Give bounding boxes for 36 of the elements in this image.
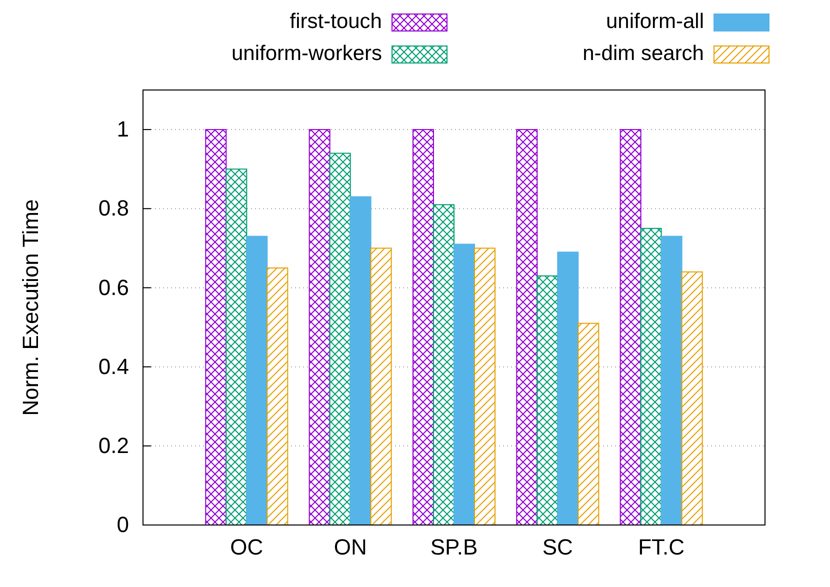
- legend-label: n-dim search: [582, 42, 704, 65]
- bar: [536, 275, 558, 526]
- legend-label: uniform-all: [606, 10, 704, 33]
- bar: [412, 129, 434, 526]
- x-tick-label: SC: [542, 534, 574, 560]
- bar: [266, 267, 288, 526]
- bar: [454, 244, 475, 526]
- legend-label: first-touch: [290, 10, 382, 33]
- bar: [474, 248, 496, 526]
- bar: [205, 129, 227, 526]
- bar: [640, 228, 662, 526]
- bar: [578, 322, 600, 526]
- y-tick-label: 1: [116, 116, 129, 142]
- y-tick-label: 0.4: [98, 354, 129, 379]
- legend-label: uniform-workers: [231, 42, 382, 65]
- bar: [660, 236, 682, 526]
- bar: [620, 129, 642, 526]
- bar: [557, 252, 579, 526]
- bar: [370, 248, 392, 526]
- y-tick-label: 0.2: [98, 432, 129, 458]
- y-axis-title: Norm. Execution Time: [18, 199, 43, 416]
- bar: [308, 129, 330, 526]
- x-tick-label: FT.C: [638, 534, 685, 560]
- x-tick-label: OC: [230, 534, 264, 560]
- y-tick-label: 0.6: [98, 274, 129, 300]
- bar: [246, 236, 268, 526]
- y-tick-label: 0: [116, 512, 129, 538]
- x-tick-label: SP.B: [430, 534, 478, 560]
- bar: [350, 196, 372, 526]
- x-tick-label: ON: [334, 534, 367, 560]
- y-tick-label: 0.8: [98, 196, 129, 221]
- bar: [433, 204, 454, 526]
- bar: [681, 271, 703, 526]
- bar: [516, 129, 538, 526]
- bar: [226, 168, 248, 526]
- bar: [329, 152, 351, 526]
